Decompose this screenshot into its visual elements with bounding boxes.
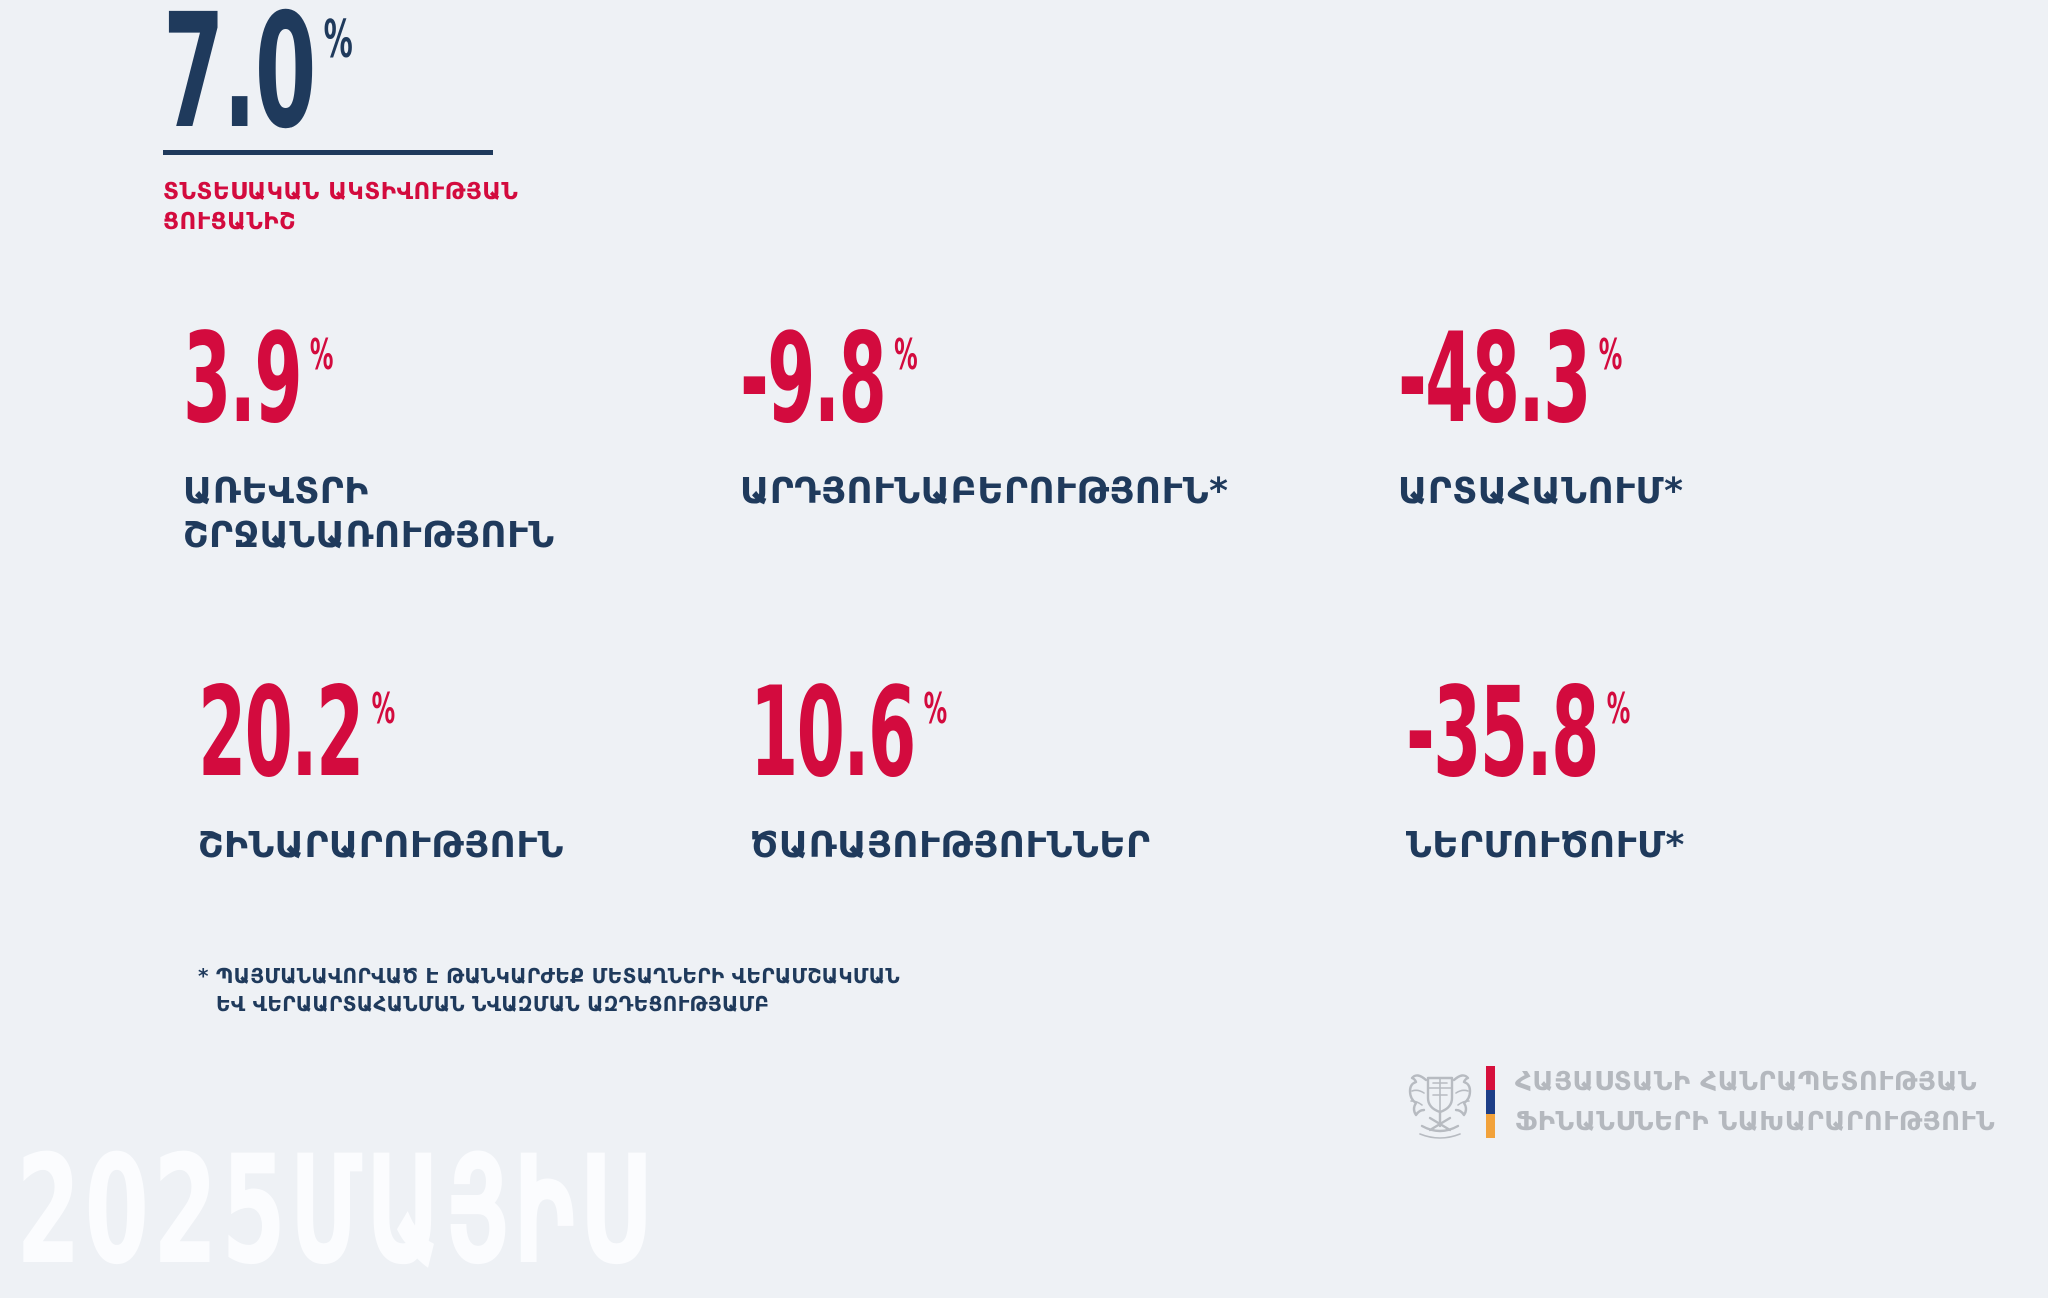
stat-import: -35.8 % ՆԵՐՄՈՒԾՈՒՄ* (1406, 661, 1807, 868)
stat-industry: -9.8 % ԱՐԴՅՈՒՆԱԲԵՐՈՒԹՅՈՒՆ* (740, 307, 1229, 514)
headline-label-line2: ՑՈՒՑԱՆԻՇ (163, 209, 296, 235)
stat-label: ՇԻՆԱՐԱՐՈՒԹՅՈՒՆ (198, 825, 564, 866)
headline-label-line1: ՏՆՏԵՍԱԿԱՆ ԱԿՏԻՎՈՒԹՅԱՆ (163, 179, 519, 205)
armenia-flag-bar (1486, 1066, 1495, 1138)
stat-label: ԾԱՌԱՅՈՒԹՅՈՒՆՆԵՐ (750, 825, 1151, 866)
stat-services: 10.6 % ԾԱՌԱՅՈՒԹՅՈՒՆՆԵՐ (750, 661, 1151, 868)
flag-blue-stripe (1486, 1090, 1495, 1114)
headline-value: 7.0 (163, 0, 316, 164)
stat-construction: 20.2 % ՇԻՆԱՐԱՐՈՒԹՅՈՒՆ (198, 661, 564, 868)
percent-sign: % (371, 684, 396, 733)
footnote-line2: ԵՎ ՎԵՐԱԱՐՏԱՀԱՆՄԱՆ ՆՎԱԶՄԱՆ ԱԶԴԵՑՈՒԹՅԱՄԲ (216, 992, 770, 1016)
percent-sign: % (1598, 330, 1623, 379)
flag-red-stripe (1486, 1066, 1495, 1090)
percent-sign: % (923, 684, 948, 733)
stat-value: -48.3 (1398, 307, 1591, 451)
headline-label: ՏՆՏԵՍԱԿԱՆ ԱԿՏԻՎՈՒԹՅԱՆ ՑՈՒՑԱՆԻՇ (163, 177, 518, 237)
ministry-line1: ՀԱՅԱՍՏԱՆԻ ՀԱՆՐԱՊԵՏՈՒԹՅԱՆ (1515, 1067, 1978, 1097)
headline-stat: 7.0 % ՏՆՏԵՍԱԿԱՆ ԱԿՏԻՎՈՒԹՅԱՆ ՑՈՒՑԱՆԻՇ (163, 0, 518, 237)
percent-sign: % (1606, 684, 1631, 733)
stat-value: 20.2 (198, 661, 364, 805)
stat-label: ՆԵՐՄՈՒԾՈՒՄ* (1406, 825, 1685, 866)
ministry-signature: ՀԱՅԱՍՏԱՆԻ ՀԱՆՐԱՊԵՏՈՒԹՅԱՆ ՖԻՆԱՆՍՆԵՐԻ ՆԱԽԱ… (1406, 1062, 1995, 1142)
ministry-line2: ՖԻՆԱՆՍՆԵՐԻ ՆԱԽԱՐԱՐՈՒԹՅՈՒՆ (1515, 1107, 1996, 1137)
footnote-line1: * ՊԱՅՄԱՆԱՎՈՐՎԱԾ Է ԹԱՆԿԱՐԺԵՔ ՄԵՏԱՂՆԵՐԻ ՎԵ… (198, 964, 900, 988)
headline-underline (163, 150, 493, 155)
stat-value: -35.8 (1406, 661, 1599, 805)
stat-export: -48.3 % ԱՐՏԱՀԱՆՈՒՄ* (1398, 307, 1799, 514)
stat-value: 10.6 (750, 661, 916, 805)
stat-label: ԱՌԵՎՏՐԻ ՇՐՋԱՆԱՌՈՒԹՅՈՒՆ (183, 471, 555, 556)
stat-value: -9.8 (740, 307, 887, 451)
stat-trade-turnover: 3.9 % ԱՌԵՎՏՐԻ ՇՐՋԱՆԱՌՈՒԹՅՈՒՆ (183, 307, 613, 558)
percent-sign: % (309, 330, 334, 379)
flag-orange-stripe (1486, 1114, 1495, 1138)
armenia-coat-of-arms-icon (1408, 1074, 1472, 1139)
period-watermark: 2025ՄԱՅԻՍ (16, 1124, 651, 1298)
footnote: * ՊԱՅՄԱՆԱՎՈՐՎԱԾ Է ԹԱՆԿԱՐԺԵՔ ՄԵՏԱՂՆԵՐԻ ՎԵ… (198, 962, 900, 1018)
stat-value: 3.9 (183, 307, 303, 451)
percent-sign: % (894, 330, 918, 379)
headline-percent-sign: % (323, 10, 353, 70)
stat-label: ԱՐՏԱՀԱՆՈՒՄ* (1398, 471, 1684, 512)
ministry-wordmark: ՀԱՅԱՍՏԱՆԻ ՀԱՆՐԱՊԵՏՈՒԹՅԱՆ ՖԻՆԱՆՍՆԵՐԻ ՆԱԽԱ… (1515, 1062, 1995, 1142)
stat-label: ԱՐԴՅՈՒՆԱԲԵՐՈՒԹՅՈՒՆ* (740, 471, 1229, 512)
